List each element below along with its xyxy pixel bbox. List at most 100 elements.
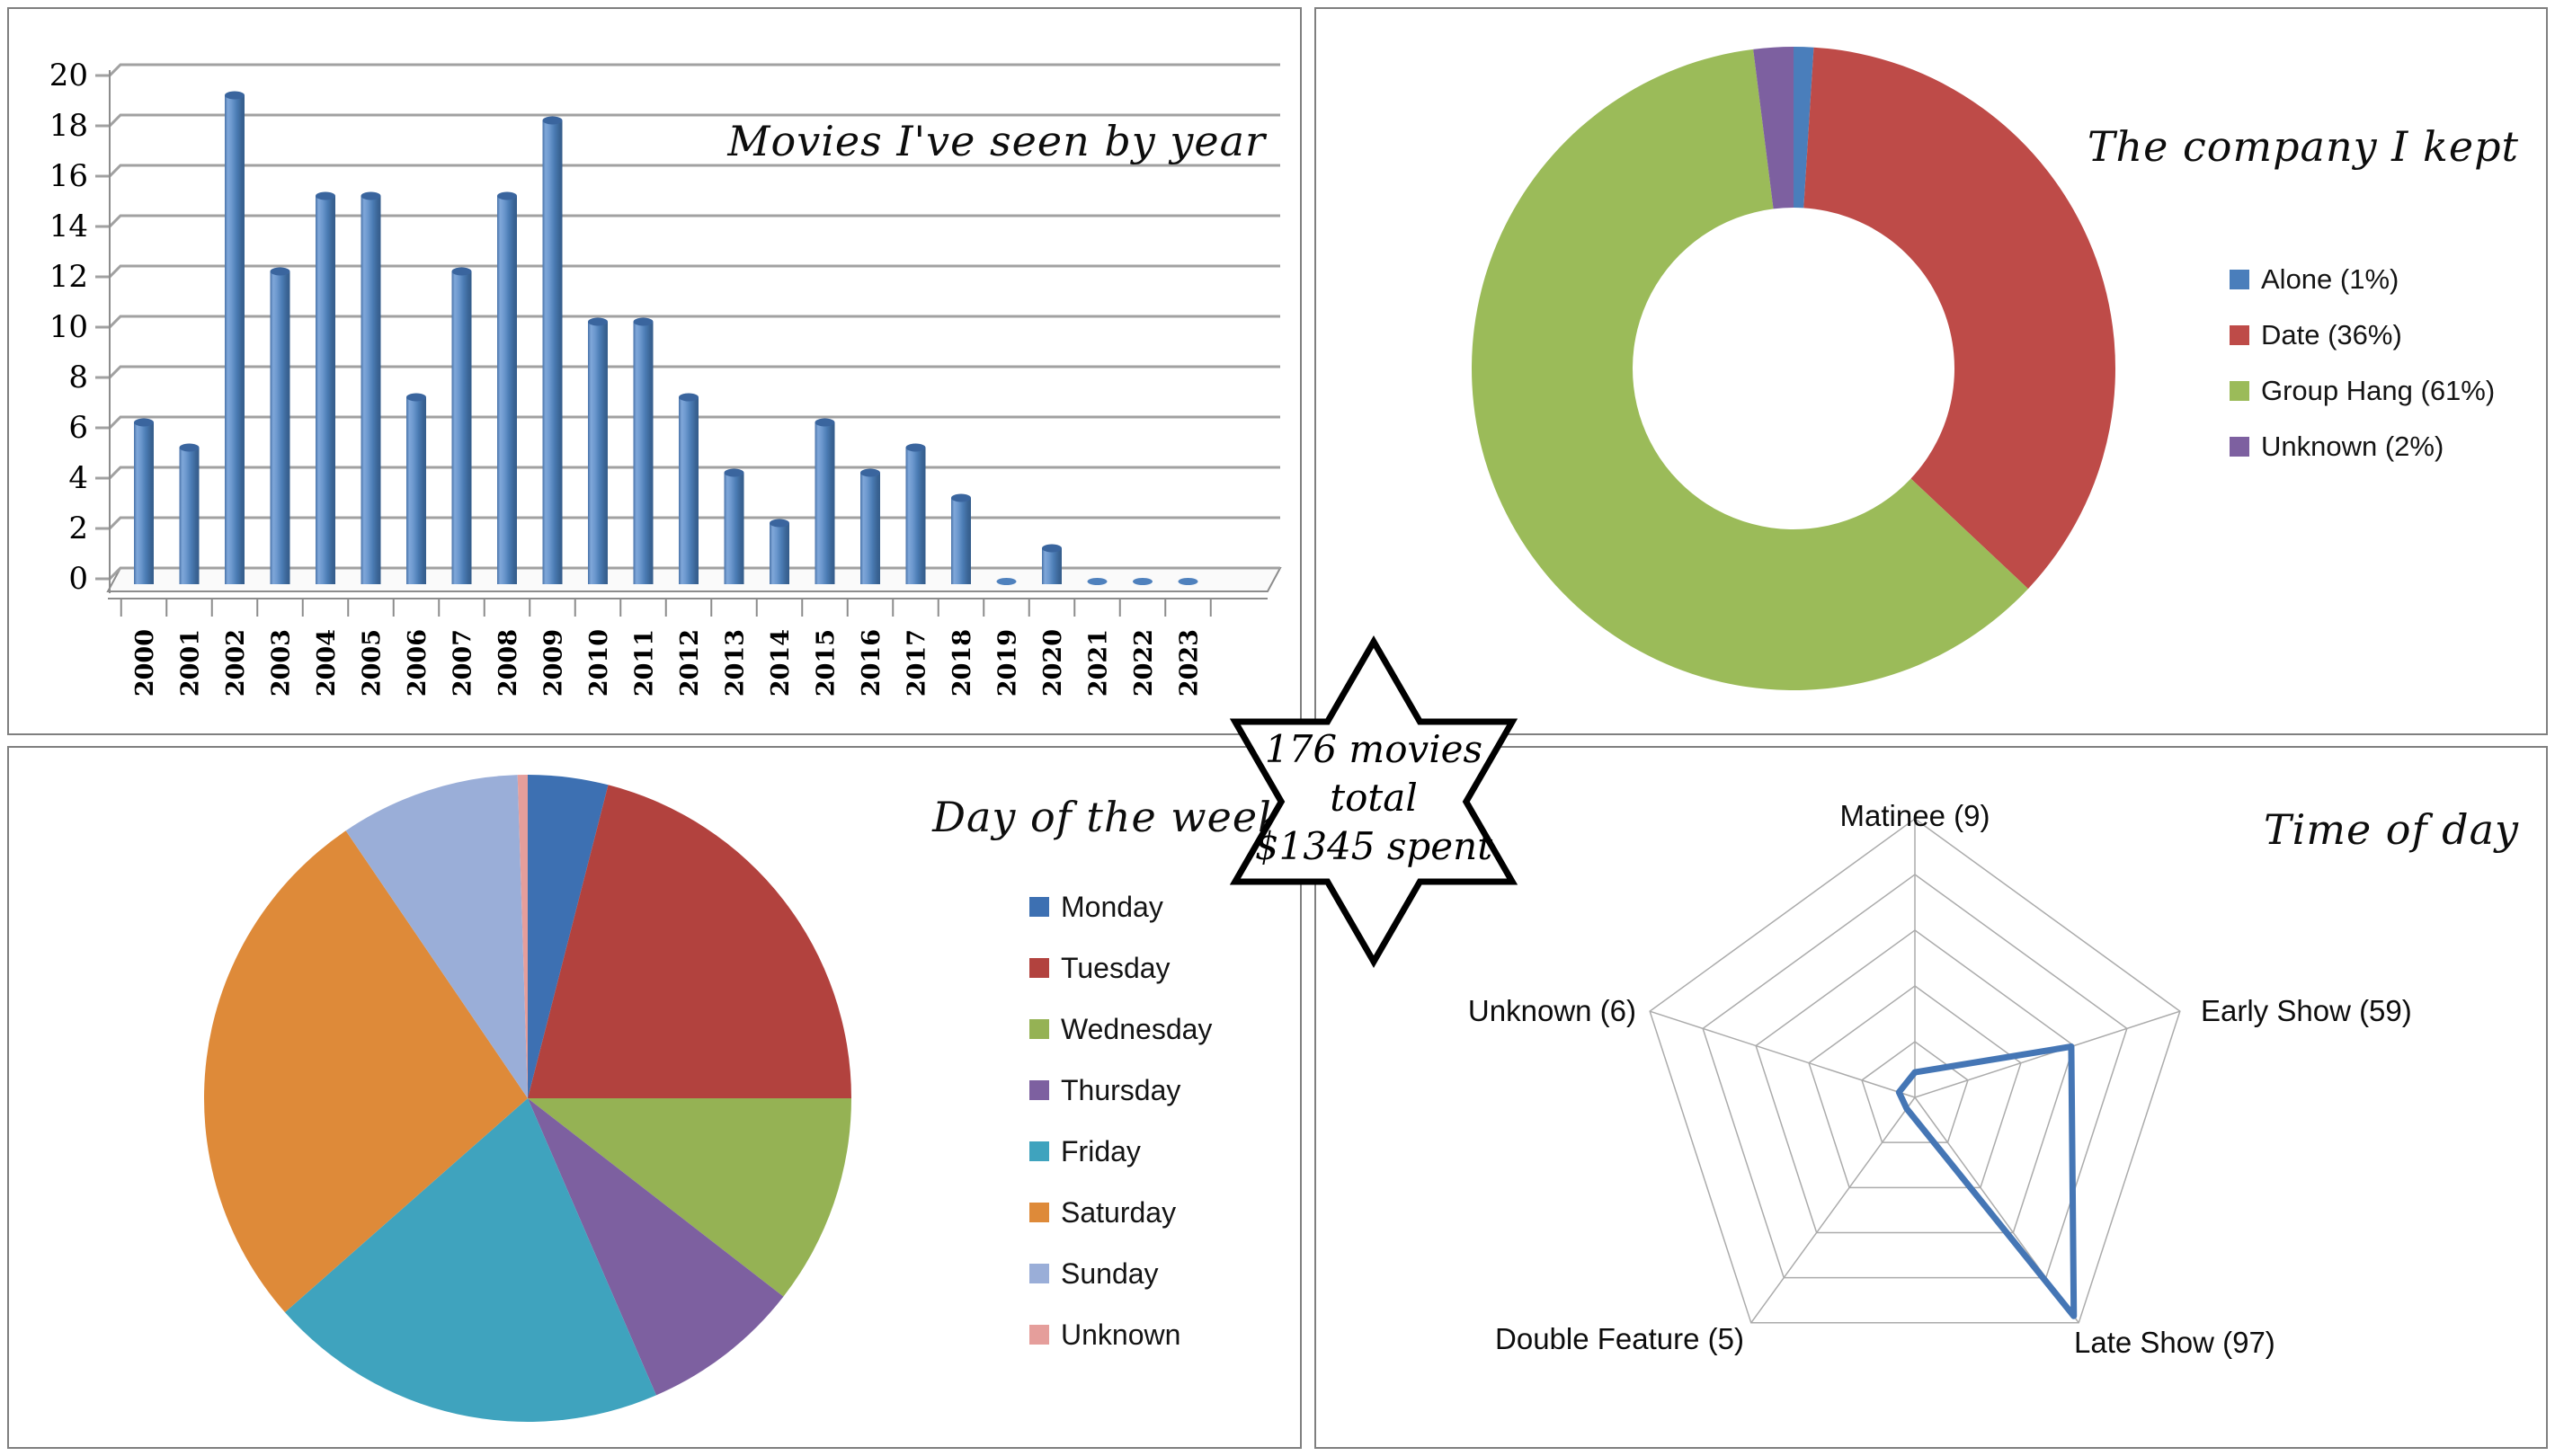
x-axis-tick-label: 2016 (858, 629, 886, 697)
radar-axis-label: Late Show (97) (2074, 1326, 2275, 1359)
legend-item: Alone (1%) (2230, 263, 2495, 295)
gridline (95, 415, 1280, 430)
y-axis-tick-label: 20 (49, 58, 88, 93)
radar-chart-title: Time of day (2263, 805, 2519, 854)
bar-zero-marker (1133, 578, 1153, 585)
pie-segment (528, 785, 851, 1098)
legend-label: Alone (1%) (2261, 263, 2399, 295)
legend-label: Wednesday (1061, 1012, 1213, 1045)
legend-swatch (1029, 1141, 1049, 1161)
pie-chart-title: Day of the week (932, 793, 1284, 841)
radar-axis-label: Matinee (9) (1840, 799, 1990, 832)
bar (406, 397, 426, 584)
bar-top-cap (361, 191, 381, 200)
bar-top-cap (633, 317, 654, 326)
bar-top-cap (179, 443, 200, 452)
legend-item: Wednesday (1029, 1012, 1213, 1045)
x-axis-tick-label: 2002 (222, 629, 250, 697)
bar-top-cap (770, 519, 789, 528)
legend-swatch (2230, 325, 2249, 345)
legend-label: Monday (1061, 890, 1163, 923)
bar-top-cap (905, 443, 926, 452)
gridline (95, 566, 1280, 581)
bar (724, 473, 744, 584)
pie-chart-panel: Day of the week Monday Tuesday Wednesday Th… (7, 746, 1302, 1449)
x-axis-tick-label: 2018 (948, 629, 976, 697)
pie-segment (284, 1098, 656, 1422)
gridline (95, 164, 1280, 178)
gridline (95, 113, 1280, 128)
bar-top-cap (134, 418, 154, 427)
x-axis-tick-label: 2022 (1130, 629, 1158, 697)
legend-swatch (2230, 437, 2249, 457)
bar-top-cap (815, 418, 835, 427)
bar (497, 196, 517, 584)
legend-swatch (1029, 1019, 1049, 1039)
x-axis-tick-label: 2019 (994, 629, 1022, 697)
bar (679, 397, 699, 584)
x-axis-tick-label: 2009 (540, 629, 568, 697)
pie-segment (528, 775, 609, 1098)
x-axis-tick-label: 2013 (722, 629, 750, 697)
y-axis-tick-label: 10 (49, 309, 88, 345)
x-axis-tick-label: 2006 (404, 629, 432, 697)
bar (316, 196, 335, 584)
radar-data-series (1895, 1043, 2078, 1319)
legend-label: Tuesday (1061, 951, 1171, 984)
radar-axis-spoke (1750, 1096, 1916, 1324)
legend-label: Unknown (1061, 1318, 1181, 1351)
legend-swatch (2230, 270, 2249, 289)
bar-top-cap (679, 393, 699, 402)
bar-top-cap (542, 116, 563, 125)
bar (361, 196, 381, 584)
radar-axis-label: Unknown (6) (1468, 994, 1636, 1027)
legend-item: Monday (1029, 890, 1212, 923)
y-axis-tick-label: 16 (49, 158, 88, 194)
legend-item: Sunday (1029, 1257, 1212, 1290)
radar-gridline-ring (1649, 818, 2181, 1324)
bar (588, 322, 608, 584)
bar (179, 448, 200, 584)
legend-swatch (1029, 897, 1049, 917)
legend-swatch (1029, 1325, 1049, 1345)
bar-top-cap (451, 267, 472, 276)
badge-total-movies: 176 movies (1265, 727, 1482, 771)
radar-axis-spoke (1649, 1010, 1916, 1098)
x-axis-tick-label: 2004 (313, 629, 341, 697)
legend-swatch (1029, 958, 1049, 978)
legend-swatch (2230, 381, 2249, 401)
radar-chart-canvas: Matinee (9) Early Show (59) Late Show (97)… (1468, 799, 2412, 1359)
radar-gridline-ring (1702, 874, 2128, 1279)
bar-zero-marker (1178, 578, 1198, 585)
x-axis-tick-label: 2001 (177, 629, 205, 697)
y-axis-tick-label: 14 (49, 209, 88, 244)
radar-gridline-ring (1861, 1041, 1969, 1143)
legend-label: Saturday (1061, 1195, 1177, 1229)
bar-top-cap (860, 468, 880, 477)
radar-gridline-ring (1755, 929, 2075, 1234)
bar-chart-canvas: 0 2 4 6 8 10 12 14 16 18 20 2000 2001 2002 2003 2004 200… (49, 58, 1282, 697)
x-axis-tick-label: 2023 (1176, 629, 1204, 697)
badge-total-word: total (1330, 776, 1418, 820)
bar (951, 498, 971, 584)
gridline (95, 466, 1280, 480)
x-axis-tick-label: 2017 (904, 629, 931, 697)
y-axis-tick-label: 0 (68, 561, 88, 597)
legend-item: Unknown (2%) (2230, 431, 2495, 462)
x-axis-tick-label: 2000 (131, 629, 159, 697)
pie-segment (345, 775, 528, 1098)
bar (905, 448, 926, 584)
gridline (95, 63, 1280, 77)
radar-axis-spoke (1914, 1010, 2181, 1098)
pie-segment (528, 1098, 851, 1297)
x-axis-tick-label: 2011 (631, 629, 659, 697)
pie-chart-canvas (204, 775, 851, 1422)
radar-axis-label: Double Feature (5) (1495, 1322, 1744, 1355)
y-axis-tick-label: 4 (68, 460, 88, 496)
bar-top-cap (316, 191, 335, 200)
x-axis-tick-label: 2012 (676, 629, 704, 697)
pie-segment (528, 1098, 784, 1396)
bar (860, 473, 880, 584)
legend-swatch (1029, 1203, 1049, 1222)
y-axis-tick-label: 8 (68, 360, 88, 395)
